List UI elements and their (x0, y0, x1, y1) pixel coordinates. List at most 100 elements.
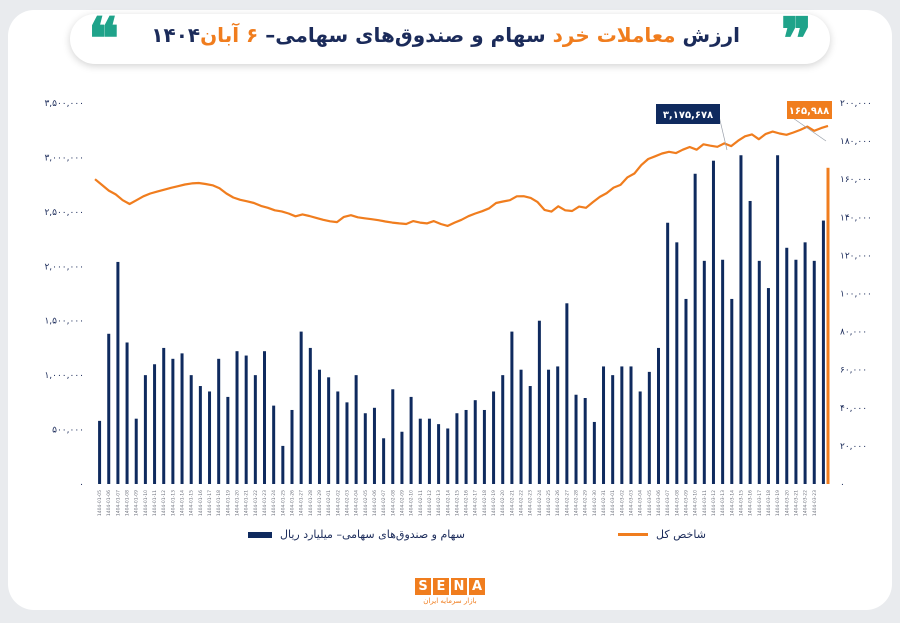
logo-subtitle: بازار سرمایه ایران (423, 597, 477, 605)
x-tick-label: 1404-02-07 (381, 490, 387, 516)
title-banner: ❝ ارزش معاملات خرد سهام و صندوق‌های سهام… (70, 10, 830, 68)
title-part-1: ارزش (675, 23, 741, 47)
y-right-tick-label: ۲۰,۰۰۰ (840, 442, 867, 452)
x-tick-label: 1404-02-31 (601, 490, 607, 516)
bar (253, 375, 257, 484)
x-tick-label: 1404-02-23 (528, 490, 534, 516)
title-part-5: ۱۴۰۴ (151, 23, 201, 47)
x-tick-label: 1404-03-10 (693, 490, 699, 516)
bar (226, 396, 230, 484)
x-tick-label: 1404-01-06 (106, 490, 112, 516)
x-tick-label: 1404-02-25 (546, 490, 552, 516)
bar (766, 288, 770, 484)
y-right-tick-label: ۸۰,۰۰۰ (840, 328, 867, 338)
x-tick-label: 1404-01-20 (235, 490, 241, 516)
bar (464, 409, 468, 484)
bar (391, 389, 395, 484)
y-left-tick-label: ۲,۵۰۰,۰۰۰ (44, 208, 84, 218)
bar (812, 260, 816, 484)
x-tick-label: 1404-03-09 (683, 490, 689, 516)
x-tick-label: 1404-01-19 (225, 490, 231, 516)
x-tick-label: 1404-02-30 (592, 490, 598, 516)
bar (116, 261, 120, 484)
bar (776, 155, 780, 484)
x-tick-label: 1404-03-04 (638, 490, 644, 516)
x-tick-label: 1404-01-12 (161, 490, 167, 516)
bar (510, 331, 514, 484)
bar (675, 242, 679, 484)
x-tick-label: 1404-01-28 (308, 490, 314, 516)
bar (354, 375, 358, 484)
bar (684, 298, 688, 484)
quote-close-icon: ❞ (780, 5, 812, 73)
bar (492, 391, 496, 484)
bar (180, 353, 184, 484)
x-tick-label: 1404-02-26 (555, 490, 561, 516)
bar (446, 428, 450, 484)
bar (702, 260, 706, 484)
bar (171, 358, 175, 484)
x-tick-label: 1404-01-25 (280, 490, 286, 516)
bar (757, 260, 761, 484)
callout-bars-box (656, 104, 720, 124)
bar (574, 394, 578, 484)
x-tick-label: 1404-03-12 (711, 490, 717, 516)
y-right-tick-label: ۰ (840, 480, 845, 490)
bar (290, 409, 294, 484)
bar (189, 375, 193, 484)
bar (519, 369, 523, 484)
bar (711, 160, 715, 485)
bar (748, 200, 752, 484)
x-tick-label: 1404-01-24 (271, 490, 277, 516)
bar (785, 247, 789, 484)
quote-open-icon: ❝ (88, 5, 120, 73)
bar (693, 173, 697, 484)
y-left-tick-label: ۱,۵۰۰,۰۰۰ (44, 317, 84, 327)
x-tick-label: 1404-02-08 (390, 490, 396, 516)
x-tick-label: 1404-02-04 (354, 490, 360, 516)
x-tick-label: 1404-02-13 (436, 490, 442, 516)
x-tick-label: 1404-03-03 (629, 490, 635, 516)
bar (629, 366, 633, 484)
y-right-tick-label: ۱۴۰,۰۰۰ (840, 213, 872, 223)
x-tick-label: 1404-01-27 (299, 490, 305, 516)
x-tick-label: 1404-02-27 (564, 490, 570, 516)
x-tick-label: 1404-02-21 (509, 490, 515, 516)
x-tick-label: 1404-03-18 (766, 490, 772, 516)
bar (501, 375, 505, 484)
x-tick-label: 1404-02-12 (427, 490, 433, 516)
bar (647, 371, 651, 484)
bar (409, 396, 413, 484)
x-tick-label: 1404-03-23 (812, 490, 818, 516)
x-tick-label: 1404-03-21 (793, 490, 799, 516)
index-line (94, 124, 829, 227)
bar (153, 364, 157, 484)
bar (730, 298, 734, 484)
x-tick-label: 1404-02-14 (445, 490, 451, 516)
x-tick-label: 1404-01-13 (170, 490, 176, 516)
bar (592, 421, 596, 484)
x-tick-label: 1404-01-08 (125, 490, 131, 516)
y-left-tick-label: ۱,۰۰۰,۰۰۰ (44, 371, 84, 381)
bar (134, 418, 138, 484)
callout-index-box (787, 101, 832, 119)
bar (143, 375, 147, 484)
logo-letter-a: A (469, 578, 485, 595)
x-tick-label: 1404-02-22 (519, 490, 525, 516)
bar (638, 391, 642, 484)
bar (263, 351, 267, 484)
x-tick-label: 1404-03-14 (729, 490, 735, 516)
y-right-tick-label: ۱۲۰,۰۰۰ (840, 251, 872, 261)
y-left-tick-label: ۲,۰۰۰,۰۰۰ (44, 262, 84, 272)
page-title: ارزش معاملات خرد سهام و صندوق‌های سهامی–… (151, 23, 741, 47)
bar (372, 407, 376, 484)
x-tick-label: 1404-03-06 (656, 490, 662, 516)
x-tick-label: 1404-02-20 (500, 490, 506, 516)
y-left-tick-label: ۳,۰۰۰,۰۰۰ (44, 153, 84, 163)
x-tick-label: 1404-02-17 (473, 490, 479, 516)
bar (803, 242, 807, 484)
y-right-tick-label: ۶۰,۰۰۰ (840, 366, 867, 376)
legend-bars: سهام و صندوق‌های سهامی– میلیارد ریال (248, 528, 465, 541)
x-tick-label: 1404-01-18 (216, 490, 222, 516)
bar (345, 402, 349, 484)
